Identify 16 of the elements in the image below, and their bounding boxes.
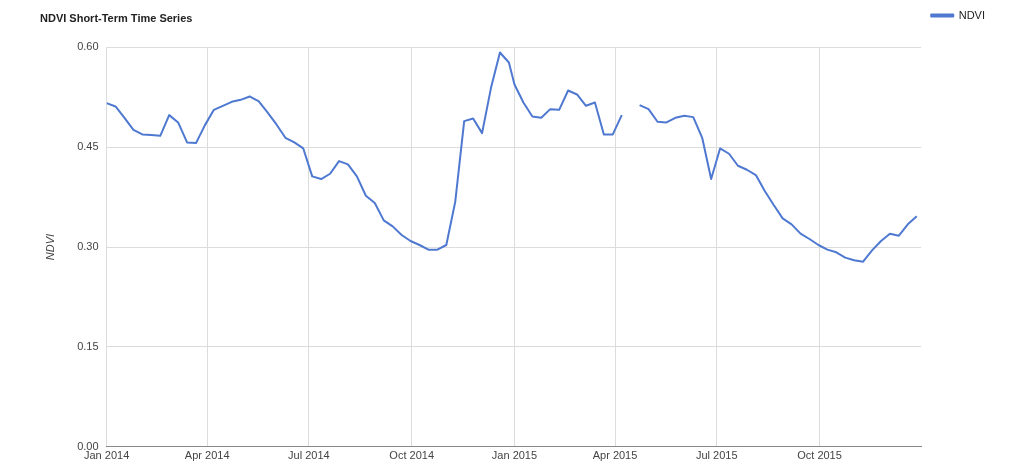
x-tick-label: Apr 2014 xyxy=(184,449,230,462)
y-tick-label: 0.60 xyxy=(77,40,99,53)
x-tick-label: Oct 2014 xyxy=(389,449,434,462)
y-tick-label: 0.00 xyxy=(77,439,99,452)
y-tick-label: 0.30 xyxy=(77,240,99,253)
legend-label: NDVI xyxy=(958,8,985,21)
x-tick-label: Jul 2014 xyxy=(288,449,330,462)
x-tick-label: Oct 2015 xyxy=(797,449,842,462)
x-tick-label: Jul 2015 xyxy=(695,449,738,462)
y-tick-label: 0.45 xyxy=(77,140,99,153)
y-tick-label: 0.15 xyxy=(77,339,99,352)
y-axis-title: NDVI xyxy=(43,233,56,261)
x-tick-label: Jan 2015 xyxy=(491,449,538,462)
x-tick-label: Apr 2015 xyxy=(592,449,638,462)
chart-title: NDVI Short-Term Time Series xyxy=(40,11,193,24)
x-tick-label: Jan 2014 xyxy=(83,449,130,462)
